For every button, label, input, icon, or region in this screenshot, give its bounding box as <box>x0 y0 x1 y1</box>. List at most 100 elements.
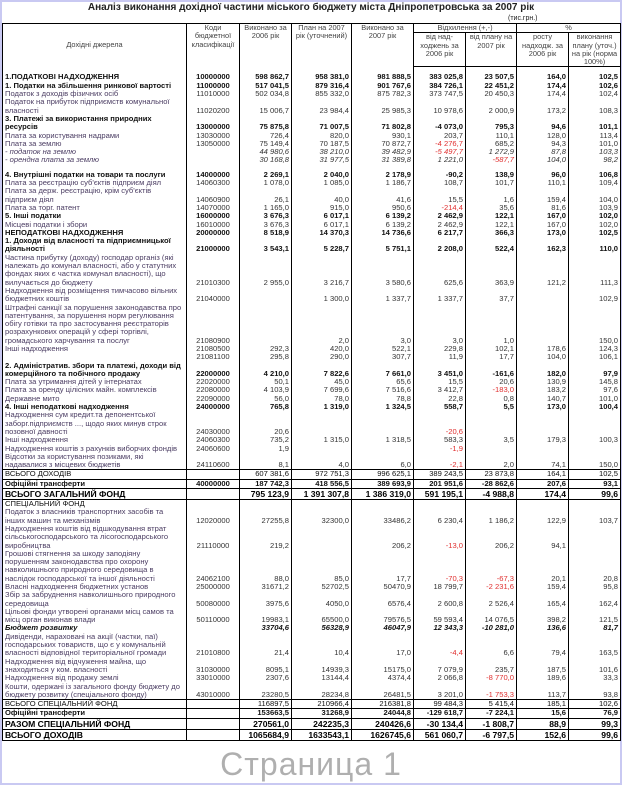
row-source-name: ВСЬОГО ДОХОДІВ <box>2 469 187 480</box>
table-row: 1.ПОДАТКОВІ НАДХОДЖЕННЯ 10000000 598 862,7… <box>2 73 622 82</box>
cell-dev-vs-2006: -4,4 <box>413 632 466 658</box>
cell-done-2006: 765,8 <box>239 403 292 412</box>
cell-done-2007 <box>351 499 414 509</box>
table-row: Бюджет розвитку 33704,6 56328,9 46047,9 12 3… <box>2 624 622 633</box>
cell-dev-vs-plan: 2 526,4 <box>464 591 518 608</box>
cell-plan-2007: 915,0 <box>291 203 352 213</box>
cell-done-2006: 1 078,0 <box>239 179 292 188</box>
cell-done-2006: 44 980,6 <box>239 148 292 157</box>
cell-plan-exec-pct: 106,8 <box>568 170 622 180</box>
cell-dev-vs-2006 <box>413 499 466 509</box>
cell-done-2006: 8 518,9 <box>239 228 292 238</box>
cell-done-2007: 7 516,6 <box>351 386 414 395</box>
cell-plan-exec-pct: 104,0 <box>568 187 622 204</box>
cell-done-2007: 5 751,1 <box>351 237 414 254</box>
budget-table: Дохідні джерела Коди бюджетної класифіка… <box>2 22 622 741</box>
cell-done-2007: 1 186,7 <box>351 179 414 188</box>
cell-plan-exec-pct: 150,0 <box>568 303 622 345</box>
cell-growth-pct: 182,0 <box>516 361 570 379</box>
cell-dev-vs-2006: 591 195,1 <box>413 488 466 501</box>
row-code: 14060900 <box>186 187 240 204</box>
cell-dev-vs-plan: 522,4 <box>464 237 518 254</box>
header-deviation: Відхилення (+,-) <box>412 22 518 34</box>
cell-done-2007: 307,7 <box>351 353 414 362</box>
cell-plan-2007: 1 319,0 <box>291 403 352 412</box>
header-done-2007: Виконано за 2007 рік <box>351 22 414 67</box>
unit-label: (тис.грн.) <box>508 15 538 22</box>
cell-plan-exec-pct: 101,0 <box>568 139 622 149</box>
row-source-name: 1. Податки на збільшення ринкової вартос… <box>2 81 187 91</box>
cell-plan-2007: 1 391 307,8 <box>291 488 352 501</box>
row-source-name: Кошти, одержані із загального фонду бюдж… <box>2 682 187 700</box>
row-code: 22000000 <box>186 361 240 379</box>
cell-plan-exec-pct: 121,5 <box>568 607 622 625</box>
row-code: 50110000 <box>186 607 240 625</box>
cell-growth-pct: 187,5 <box>516 657 570 675</box>
cell-plan-exec-pct: 103,9 <box>568 203 622 213</box>
cell-done-2006: 3975,6 <box>239 591 292 608</box>
row-code: 21081100 <box>186 353 240 362</box>
cell-done-2007: 78,8 <box>351 394 414 404</box>
row-source-name: Власні надходження бюджетних установ <box>2 583 187 592</box>
cell-plan-exec-pct: 97,9 <box>568 361 622 379</box>
table-row: Плата за утримання дітей у інтернатах 220… <box>2 378 622 387</box>
cell-growth-pct: 167,0 <box>516 212 570 221</box>
row-code: 10000000 <box>186 73 240 82</box>
cell-plan-exec-pct <box>568 411 622 437</box>
row-source-name: Надходження коштів від відшкодування втр… <box>2 524 187 550</box>
row-source-name: Інші надходження <box>2 344 187 354</box>
cell-dev-vs-2006: -90,2 <box>413 170 466 180</box>
cell-done-2006: 2 955,0 <box>239 253 292 287</box>
row-source-name: - податок на землю <box>2 148 187 157</box>
cell-done-2006: 598 862,7 <box>239 73 292 82</box>
cell-plan-2007: 70 187,5 <box>291 139 352 149</box>
table-body: 1.ПОДАТКОВІ НАДХОДЖЕННЯ 10000000 598 862,7… <box>2 66 622 741</box>
cell-growth-pct: 130,9 <box>516 378 570 387</box>
row-code: 21010300 <box>186 253 240 287</box>
cell-dev-vs-2006: 2 462,9 <box>413 220 466 229</box>
cell-done-2007 <box>351 444 414 453</box>
cell-dev-vs-2006: 10 978,6 <box>413 98 466 115</box>
cell-dev-vs-2006: 6 230,4 <box>413 508 466 525</box>
cell-done-2006: 27255,8 <box>239 508 292 525</box>
cell-dev-vs-2006: 3 201,0 <box>413 682 466 700</box>
cell-done-2007: 15175,0 <box>351 657 414 675</box>
cell-done-2007: 206,2 <box>351 524 414 550</box>
cell-plan-2007 <box>291 444 352 453</box>
cell-done-2006: 4 103,9 <box>239 386 292 395</box>
table-row: Надходження сум кредит.та депонентської … <box>2 411 622 437</box>
row-source-name: ВСЬОГО СПЕЦІАЛЬНИЙ ФОНД <box>2 699 187 710</box>
cell-plan-2007: 13144,4 <box>291 674 352 683</box>
cell-plan-2007: 855 332,0 <box>291 90 352 99</box>
row-code <box>186 624 240 633</box>
cell-plan-exec-pct: 101,6 <box>568 657 622 675</box>
cell-dev-vs-plan: -1 753,3 <box>464 682 518 700</box>
cell-growth-pct: 74,1 <box>516 452 570 470</box>
cell-plan-2007: 5 228,7 <box>291 237 352 254</box>
row-source-name: Плата за користування надрами <box>2 131 187 140</box>
cell-done-2006: 219,2 <box>239 524 292 550</box>
cell-dev-vs-2006: 561 060,7 <box>413 728 466 741</box>
cell-dev-vs-2006: 373 747,5 <box>413 90 466 99</box>
cell-growth-pct: 174,4 <box>516 90 570 99</box>
cell-dev-vs-2006: 203,7 <box>413 131 466 140</box>
cell-plan-exec-pct: 97,6 <box>568 386 622 395</box>
cell-dev-vs-plan: -587,7 <box>464 156 518 165</box>
cell-plan-exec-pct: 93,1 <box>568 479 622 489</box>
cell-done-2007: 31 389,8 <box>351 156 414 165</box>
page-watermark: Страница 1 <box>220 745 402 782</box>
table-row: Офіційні трансферти 153663,5 31268,9 24044,… <box>2 708 622 719</box>
row-code <box>186 708 240 719</box>
row-source-name: 4. Інші неподаткові надходження <box>2 403 187 412</box>
cell-plan-exec-pct: 98,2 <box>568 156 622 165</box>
cell-dev-vs-plan: -6 797,5 <box>464 728 518 741</box>
row-source-name: РАЗОМ СПЕЦІАЛЬНИЙ ФОНД <box>2 717 187 730</box>
table-row: Штрафні санкції за порушення законодавст… <box>2 303 622 345</box>
cell-plan-exec-pct: 101,1 <box>568 114 622 132</box>
cell-dev-vs-plan: 23 873,8 <box>464 469 518 480</box>
cell-plan-2007: 65500,0 <box>291 607 352 625</box>
cell-done-2006: 726,4 <box>239 131 292 140</box>
cell-growth-pct: 159,4 <box>516 583 570 592</box>
cell-growth-pct <box>516 411 570 437</box>
cell-done-2007: 24044,8 <box>351 708 414 719</box>
